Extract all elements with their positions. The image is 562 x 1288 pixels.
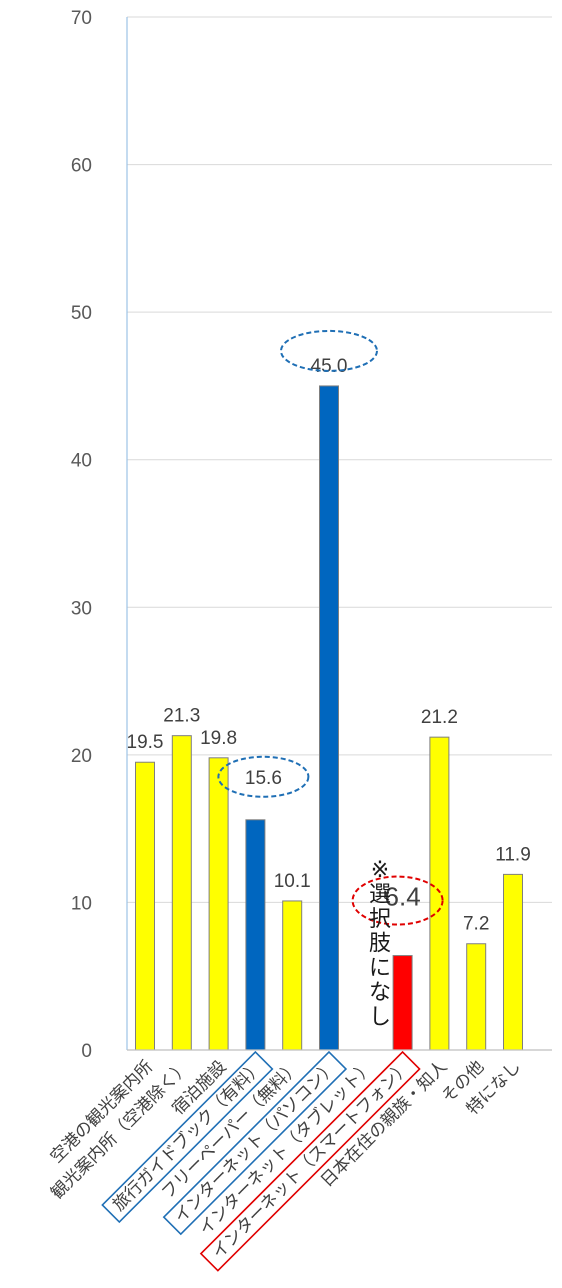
y-tick-label: 40 <box>71 451 92 472</box>
y-tick-label: 50 <box>71 303 92 324</box>
highlight-ellipse <box>280 329 378 372</box>
bar <box>319 385 339 1051</box>
highlight-ellipse <box>351 875 444 926</box>
category-highlight-box <box>199 1050 421 1272</box>
bar <box>392 955 413 1051</box>
y-tick-label: 0 <box>81 1041 92 1062</box>
bar <box>171 735 192 1051</box>
highlight-marks <box>217 329 444 926</box>
data-label: 19.8 <box>200 728 237 749</box>
annotation-char: 肢 <box>369 932 391 957</box>
annotation-char: ※ <box>371 858 389 883</box>
data-label: 11.9 <box>495 844 531 865</box>
y-tick-label: 60 <box>71 156 92 177</box>
category-highlight-box <box>101 1050 274 1224</box>
data-label: 21.2 <box>421 707 458 728</box>
annotation-char: に <box>369 956 391 981</box>
data-label: 10.1 <box>274 871 311 892</box>
data-label: 21.3 <box>163 706 200 727</box>
annotation-char: し <box>369 1005 391 1030</box>
highlight-ellipse <box>217 755 310 798</box>
data-label: 6.4 <box>385 882 421 912</box>
annotation-char: 選 <box>369 883 391 908</box>
bar <box>503 873 523 1051</box>
annotation-char: な <box>369 981 391 1006</box>
bar <box>208 757 229 1051</box>
bar <box>466 943 487 1051</box>
y-tick-label: 30 <box>71 598 92 619</box>
bar <box>245 819 266 1051</box>
data-labels: 19.5 21.319.8 15.6 10.1 45.0 6.4 21.2 7.2 11.9 <box>127 356 531 935</box>
y-tick-label: 70 <box>71 8 92 29</box>
bar <box>135 761 155 1051</box>
data-label: 45.0 <box>311 356 348 377</box>
annotation-char: 択 <box>369 907 391 932</box>
category-labels: 空港の観光案内所観光案内所（空港除く）宿泊施設旅行ガイドブック（有料）フリーペー… <box>47 1050 525 1272</box>
y-tick-label: 10 <box>71 893 92 914</box>
y-tick-labels: 0 10 20 30 40 50 60 70 <box>71 8 92 1062</box>
data-label: 15.6 <box>245 768 282 789</box>
gridlines <box>127 16 552 903</box>
data-label: 7.2 <box>463 914 489 935</box>
y-tick-label: 20 <box>71 746 92 767</box>
category-highlight-box <box>162 1050 348 1236</box>
data-label: 19.5 <box>127 732 164 753</box>
bar <box>282 900 303 1051</box>
bar <box>429 736 450 1051</box>
